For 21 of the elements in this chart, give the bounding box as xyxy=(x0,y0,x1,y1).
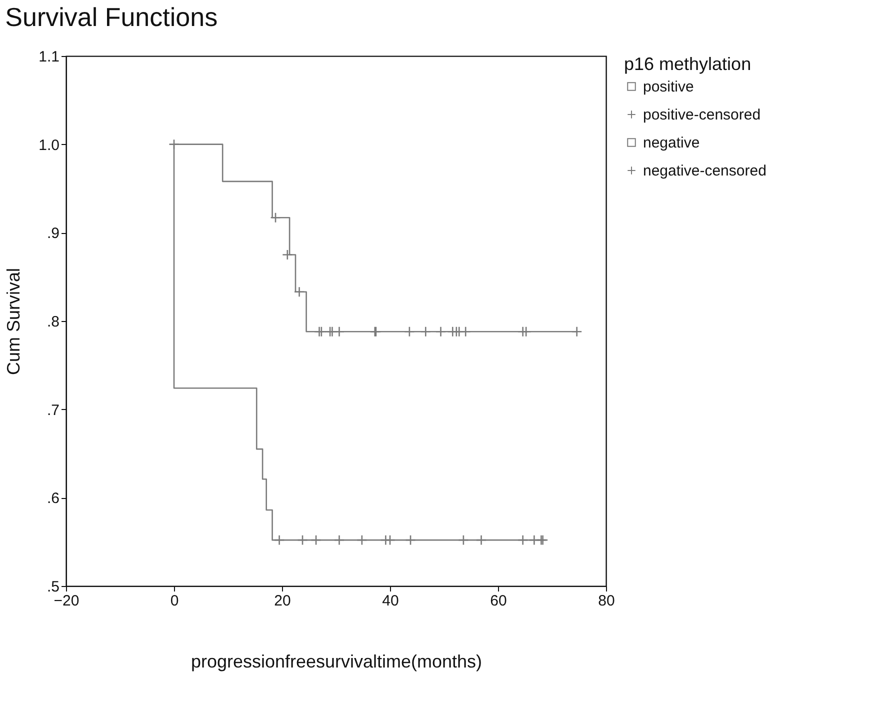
legend-label: positive xyxy=(643,78,694,96)
legend-label: negative-censored xyxy=(643,162,766,180)
y-tick-label: .5 xyxy=(46,578,60,596)
x-tick-label: 0 xyxy=(170,592,179,610)
y-tick-label: 1.1 xyxy=(38,48,60,66)
y-axis-title: Cum Survival xyxy=(4,268,24,376)
x-tick-label: 80 xyxy=(598,592,615,610)
legend-label: negative xyxy=(643,134,700,152)
y-tick-label: .7 xyxy=(46,402,60,419)
x-tick-label: −20 xyxy=(54,592,80,610)
legend-title: p16 methylation xyxy=(624,54,752,74)
x-tick-label: 40 xyxy=(382,592,399,610)
y-tick-label: 1.0 xyxy=(38,136,60,154)
legend-label: positive-censored xyxy=(643,106,761,124)
x-tick-label: 20 xyxy=(274,592,291,610)
y-tick-label: .6 xyxy=(46,490,60,508)
x-tick-label: 60 xyxy=(490,592,507,610)
y-tick-label: .8 xyxy=(46,314,60,330)
chart-title: Survival Functions xyxy=(5,2,218,32)
y-tick-label: .9 xyxy=(46,225,60,242)
x-axis-title: progressionfreesurvivaltime(months) xyxy=(190,652,482,672)
